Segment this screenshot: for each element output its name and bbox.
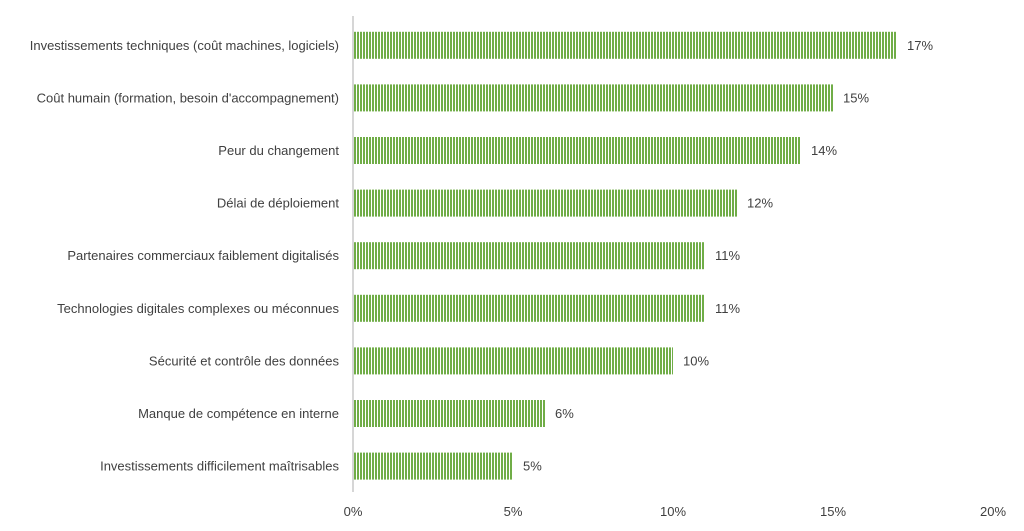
category-label: Peur du changement [218, 143, 339, 158]
data-label: 5% [523, 459, 542, 474]
category-label: Investissements difficilement maîtrisabl… [100, 459, 339, 474]
category-label: Partenaires commerciaux faiblement digit… [67, 248, 339, 263]
category-label: Manque de compétence en interne [138, 406, 339, 421]
data-label: 14% [811, 143, 837, 158]
data-label: 11% [715, 248, 740, 263]
bar [354, 84, 833, 112]
x-axis-ticks: 0% 5% 10% 15% 20% [344, 504, 1007, 519]
bar [354, 347, 673, 375]
bar [354, 242, 705, 270]
category-labels: Investissements techniques (coût machine… [30, 38, 340, 474]
x-tick-label: 10% [660, 504, 686, 519]
data-label: 6% [555, 406, 574, 421]
category-label: Technologies digitales complexes ou méco… [57, 301, 339, 316]
data-label: 11% [715, 301, 740, 316]
category-label: Délai de déploiement [217, 196, 340, 211]
x-tick-label: 15% [820, 504, 846, 519]
data-label: 12% [747, 196, 773, 211]
data-labels: 17% 15% 14% 12% 11% 11% 10% 6% 5% [523, 38, 933, 474]
bar [354, 31, 897, 59]
data-label: 17% [907, 38, 933, 53]
x-tick-label: 0% [344, 504, 363, 519]
x-tick-label: 5% [504, 504, 523, 519]
bar [354, 452, 513, 480]
bar [354, 189, 737, 217]
data-label: 15% [843, 90, 869, 105]
category-label: Coût humain (formation, besoin d'accompa… [37, 90, 339, 105]
bar [354, 137, 801, 164]
x-tick-label: 20% [980, 504, 1006, 519]
data-label: 10% [683, 353, 709, 368]
bar [354, 294, 705, 322]
category-label: Sécurité et contrôle des données [149, 353, 340, 368]
bar [354, 400, 545, 427]
category-label: Investissements techniques (coût machine… [30, 38, 339, 53]
bars-group [354, 31, 897, 480]
